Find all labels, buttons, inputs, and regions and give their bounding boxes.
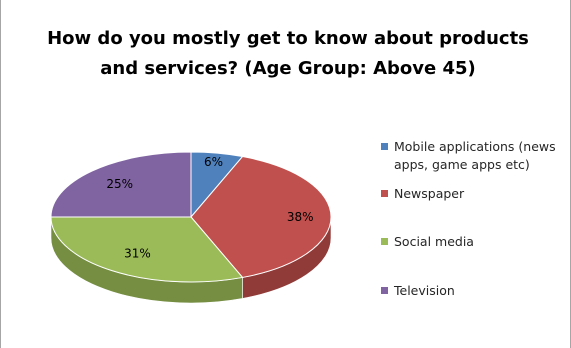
legend: Mobile applications (news apps, game apps… [381,139,556,298]
pie-label-1: 38% [287,210,314,224]
chart-title-line-2: and services? (Age Group: Above 45) [100,58,475,79]
legend-label-2: Social media [394,234,474,249]
legend-label-3: Television [393,283,455,298]
pie-slice-1 [190,156,332,278]
pie-slices [50,151,332,283]
legend-swatch-2 [381,238,388,245]
legend-label-1: Newspaper [394,186,465,201]
legend-swatch-3 [381,287,388,294]
pie-slice-3 [50,151,192,218]
legend-swatch-1 [381,190,388,197]
pie-label-3: 25% [106,177,133,191]
legend-swatch-0 [381,143,388,150]
pie-slice-2 [50,216,244,283]
legend-label-0-line-1: apps, game apps etc) [394,157,530,172]
legend-label-0-line-0: Mobile applications (news [394,139,556,154]
pie-labels: 6% 38% 31% 25% [106,155,313,260]
chart-title-line-1: How do you mostly get to know about prod… [47,28,529,49]
pie-label-2: 31% [124,247,151,261]
pie-label-0: 6% [204,155,223,169]
